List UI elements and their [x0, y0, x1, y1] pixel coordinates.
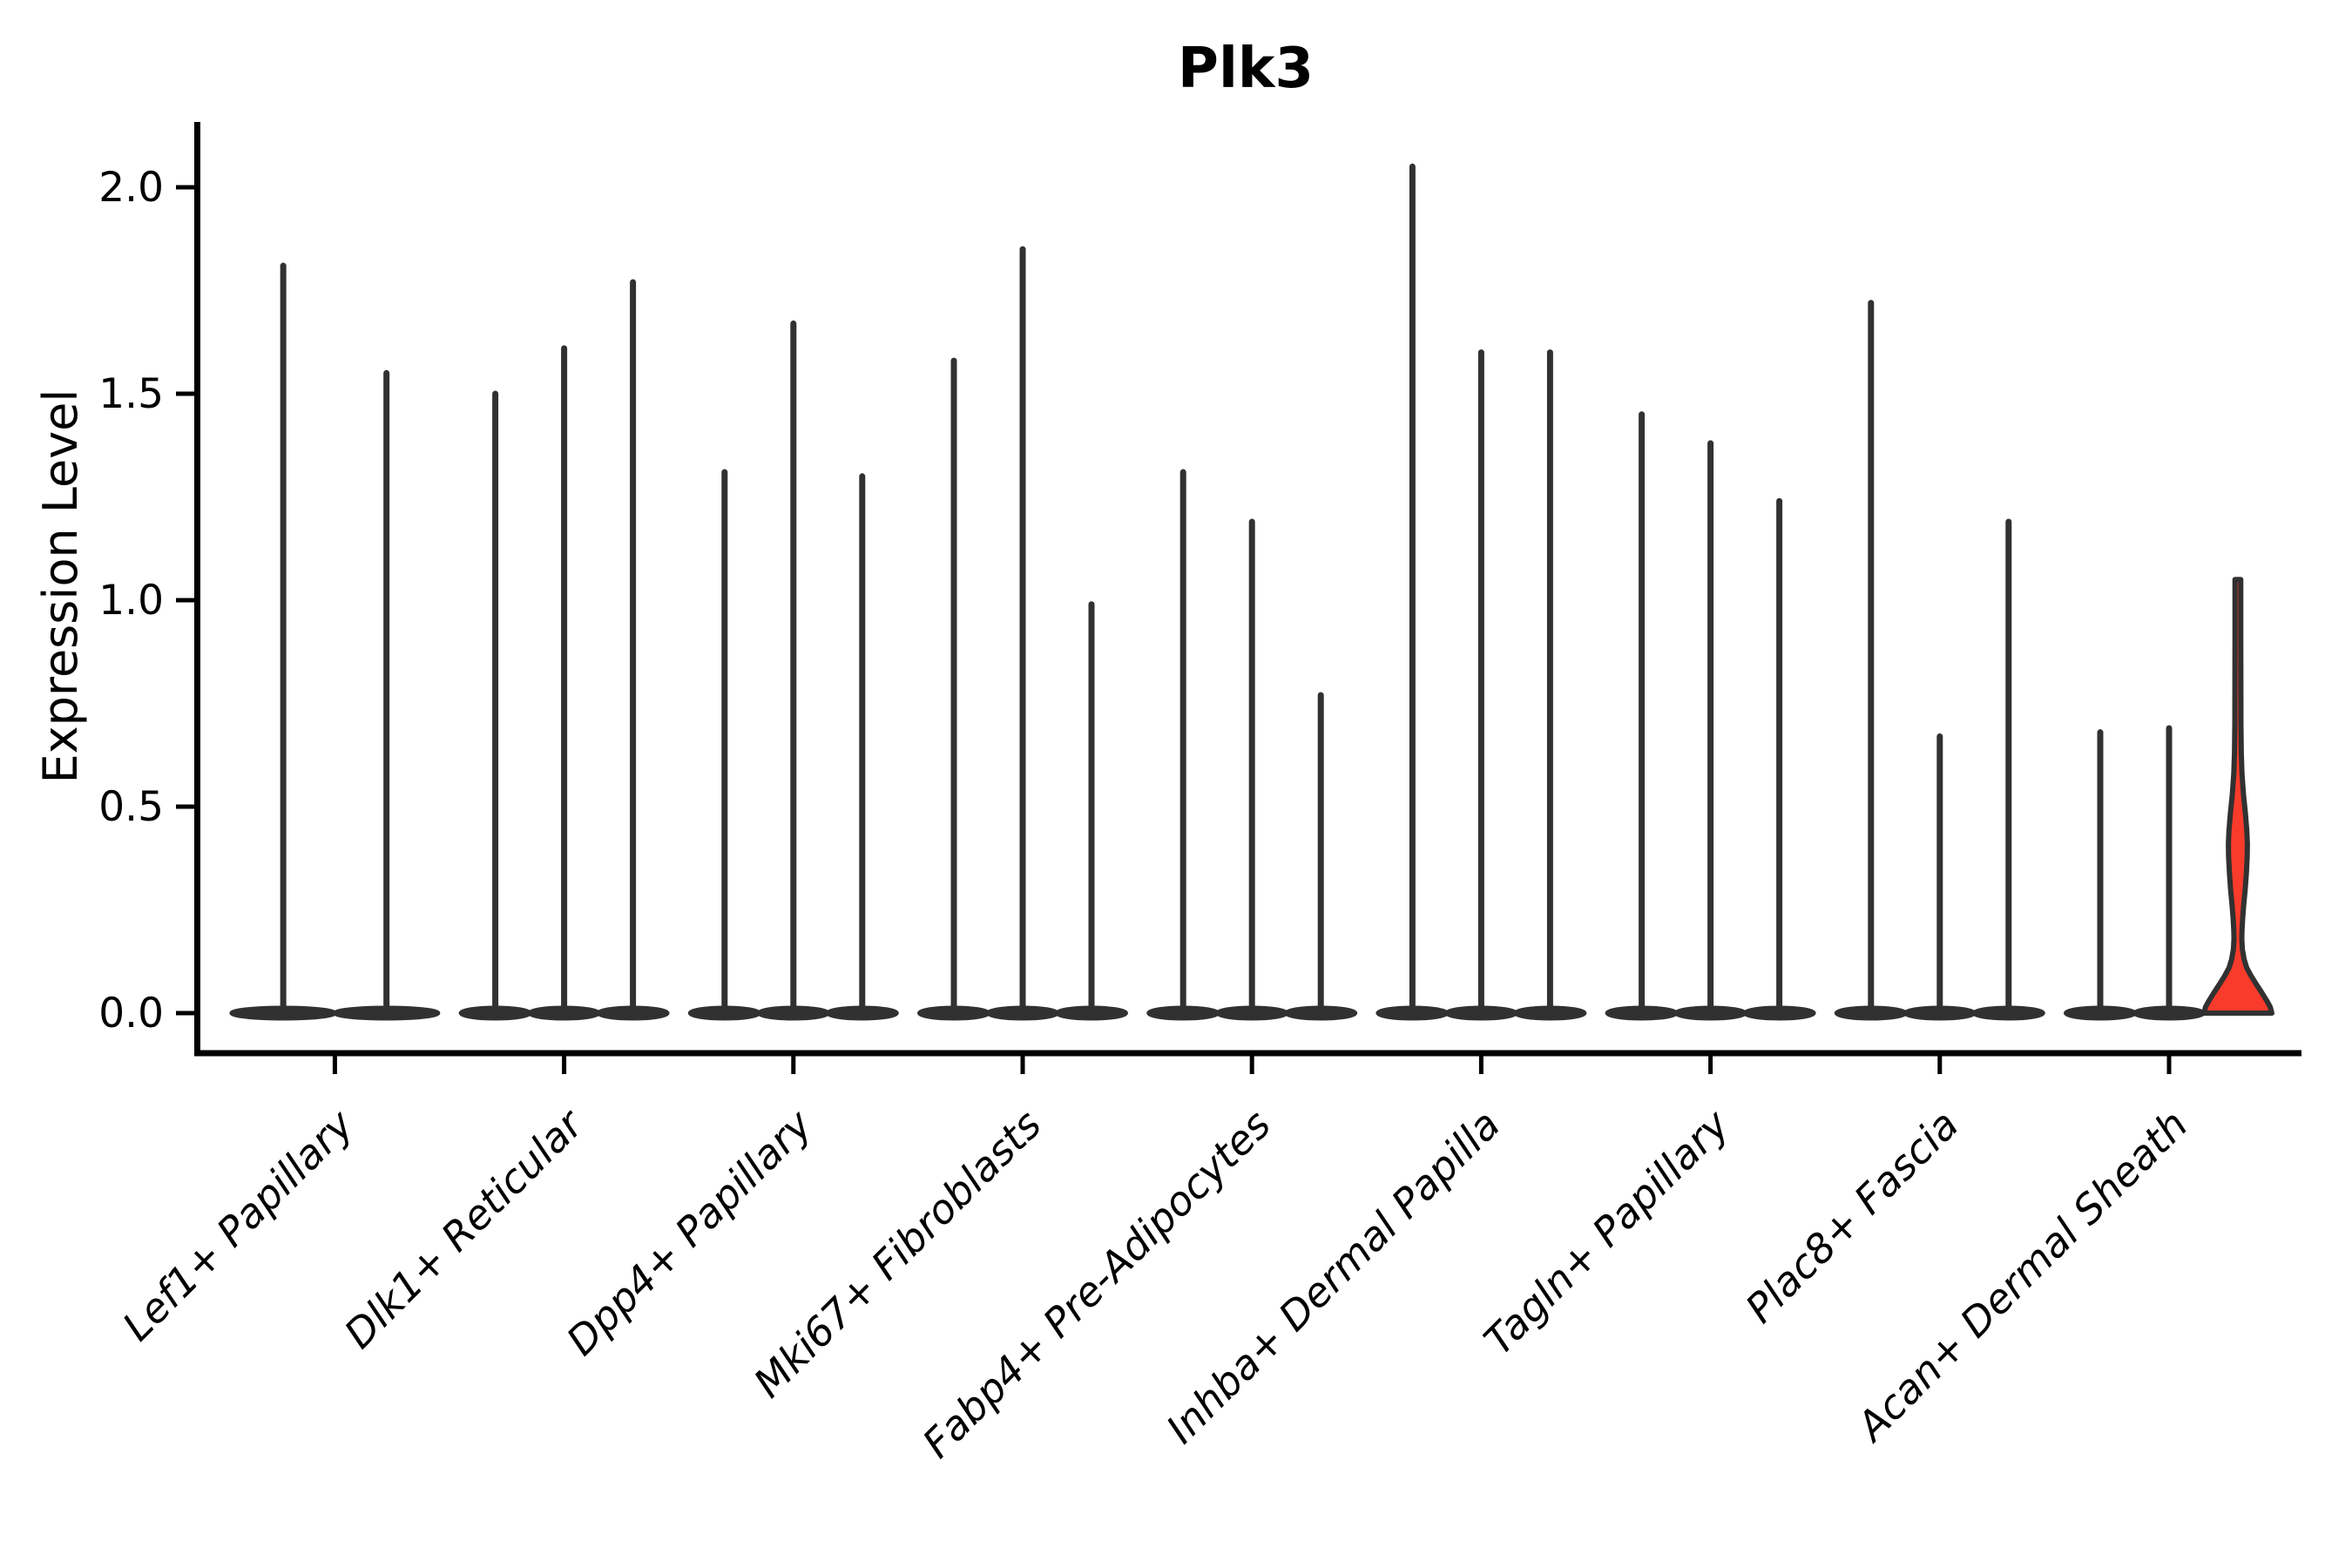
chart-title: Plk3: [1178, 37, 1314, 101]
axes: [194, 122, 2301, 1057]
x-tick-label: Dlk1+ Reticular: [335, 1098, 594, 1357]
highlight-violin: [2201, 577, 2274, 1016]
y-tick-label: 0.0: [98, 990, 164, 1037]
y-tick-label: 2.0: [98, 164, 164, 212]
y-tick-label: 0.5: [98, 783, 164, 831]
x-tick-marks: [332, 1053, 2172, 1074]
x-tick-label: Lef1+ Papillary: [113, 1100, 362, 1349]
y-tick-labels: 0.0 0.5 1.0 1.5 2.0: [98, 164, 164, 1037]
y-axis-label: Expression Level: [33, 389, 88, 784]
x-tick-label: Dpp4+ Papillary: [558, 1100, 821, 1364]
y-tick-label: 1.5: [98, 370, 164, 418]
violins-layer: [229, 163, 2274, 1021]
x-tick-label: Tagln+ Papillary: [1475, 1100, 1739, 1364]
y-tick-marks: [176, 185, 197, 1016]
x-tick-label: Plac8+ Fascia: [1736, 1101, 1967, 1332]
y-tick-label: 1.0: [98, 577, 164, 625]
